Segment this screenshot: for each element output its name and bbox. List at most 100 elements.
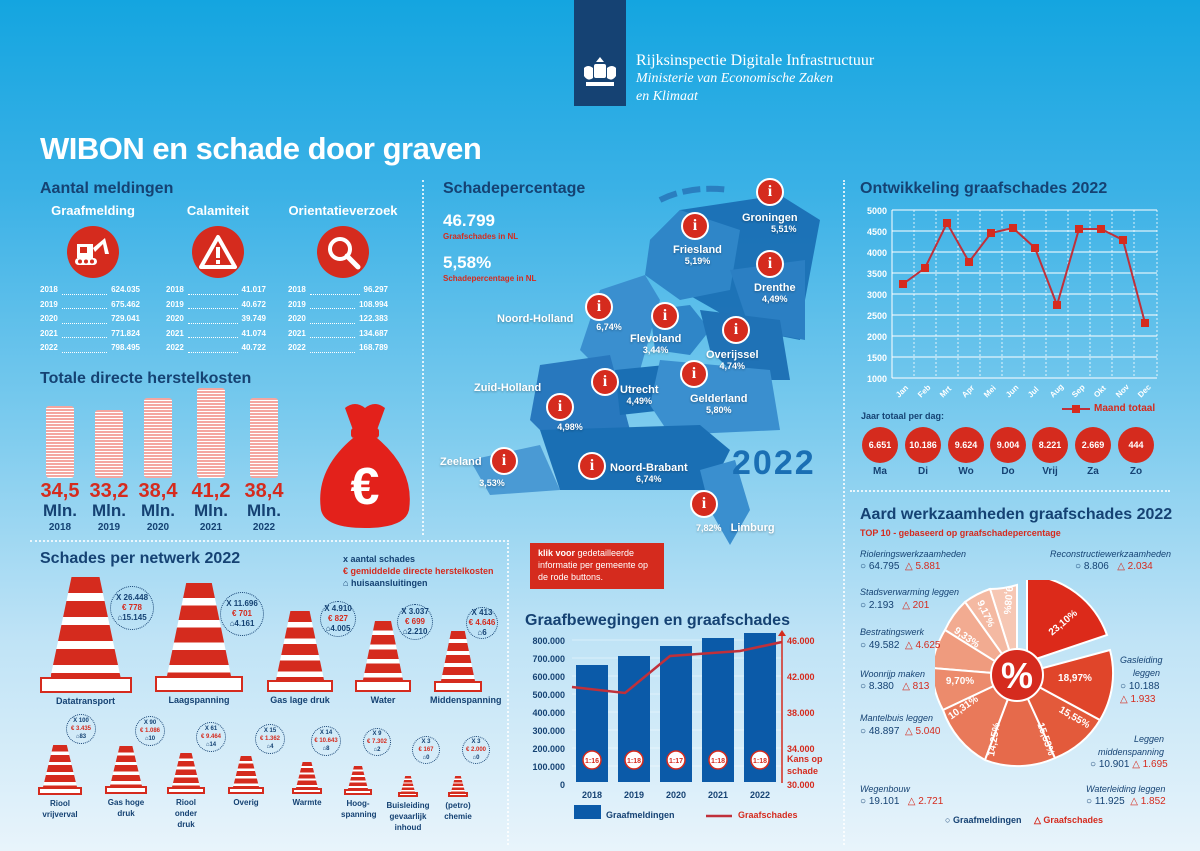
svg-text:2019: 2019 [624,790,644,800]
day-label: Di [918,466,928,477]
aard-item-values: ○ 19.101 △ 2.721 [860,796,944,807]
province-info-button-friesland[interactable]: i [681,212,709,240]
province-info-button-utrecht[interactable]: i [591,368,619,396]
aard-item-label: Rioleringswerkzaamheden [860,549,967,559]
province-friesland: Friesland 5,19% [673,244,722,266]
cone-riool-onder-druk: Riool onder druk [166,753,206,830]
svg-text:Dec: Dec [1136,382,1153,399]
svg-text:Jun: Jun [1004,383,1021,400]
svg-text:Aug: Aug [1048,382,1065,399]
svg-text:1000: 1000 [867,374,887,384]
svg-text:400.000: 400.000 [532,708,565,718]
section-title-schadepercentage: Schadepercentage [443,180,586,197]
svg-text:5000: 5000 [867,206,887,216]
svg-text:Jan: Jan [894,383,910,399]
province-info-button-noord-brabant[interactable]: i [578,452,606,480]
aard-pie-chart: % 23,10% 18,97% 15,55% 15,53% 14,25% 10,… [935,580,1115,768]
svg-text:3000: 3000 [867,290,887,300]
province-flevoland: Flevoland 3,44% [630,333,682,355]
aard-item-label: Woonrijp maken [860,669,926,679]
bubble-riool-vrijverval: X 100 € 3.435 ⌂83 [66,714,96,744]
province-info-button-noord-holland[interactable]: i [585,293,613,321]
province-info-button-flevoland[interactable]: i [651,302,679,330]
svg-text:600.000: 600.000 [532,672,565,682]
province-overijssel: Overijssel 4,74% [706,349,759,371]
section-title-graafbewegingen: Graafbewegingen en graafschades [525,612,790,629]
svg-text:Mei: Mei [982,384,998,400]
province-info-button-overijssel[interactable]: i [722,316,750,344]
svg-text:30.000: 30.000 [787,780,815,790]
schadepercentage-nl-label: Schadepercentage in NL [443,274,537,283]
cone-middenspanning: Middenspanning [430,631,502,706]
svg-text:Okt: Okt [1092,383,1108,399]
aard-item-label: Bestratingswerk [860,627,925,637]
svg-text:%: % [1001,655,1033,696]
day-circle-zo: 444 [1118,427,1154,463]
province-info-button-zeeland[interactable]: i [490,447,518,475]
bubble-gas-hoge-druk: X 90 € 1.086 ⌂10 [135,716,165,746]
svg-text:34.000: 34.000 [787,744,815,754]
day-circle-wo: 9.624 [948,427,984,463]
province-gelderland: Gelderland 5,80% [690,393,748,415]
bubble-laagspanning: X 11.696 € 701 ⌂4.161 [220,592,264,636]
excavator-icon [67,226,119,278]
province-info-button-zuid-holland[interactable]: i [546,393,574,421]
svg-text:18,97%: 18,97% [1058,673,1092,684]
svg-text:Sep: Sep [1070,383,1087,400]
day-label: Zo [1129,466,1143,477]
divider [422,180,424,535]
svg-text:2018: 2018 [582,790,602,800]
org-line-2: Ministerie van Economische Zaken [636,71,834,86]
svg-text:0: 0 [560,780,565,790]
province-info-button-limburg[interactable]: i [690,490,718,518]
cone-buisleiding: Buisleiding gevaarlijk inhoud [386,776,430,833]
day-label: Za [1087,466,1099,477]
svg-text:Jul: Jul [1026,385,1041,400]
coat-of-arms-icon [584,57,616,86]
svg-text:2500: 2500 [867,311,887,321]
coin-stack [250,398,278,478]
logo-block [574,0,626,106]
svg-text:1:18: 1:18 [711,758,725,765]
calamiteit-table: 2018 41.017 2019 40.672 2020 39.749 2021 41.… [166,285,266,353]
aard-item-values: ○ 64.795 △ 5.881 [860,561,941,572]
melding-column-graafmelding: Graafmelding [33,203,153,278]
bubble-overig: X 15 € 1.362 ⌂4 [255,724,285,754]
svg-text:3500: 3500 [867,269,887,279]
cone-petrochemie: (petro) chemie [438,776,478,822]
province-limburg: 7,82% Limburg [696,522,775,534]
search-icon [317,226,369,278]
day-label: Vrij [1042,466,1058,477]
bubble-warmte: X 14 € 10.643 ⌂8 [311,726,341,756]
coin-stack [144,398,172,478]
netherlands-map [470,185,820,545]
ontwikkeling-line-chart: 5000 4500 4000 3500 3000 2500 2000 1500 1000 J… [867,206,1158,400]
province-info-button-drenthe[interactable]: i [756,250,784,278]
netwerk-legend: x aantal schades € gemiddelde directe he… [343,554,494,588]
column-label: Calamiteit [186,203,250,218]
province-noord-holland: Noord-Holland 6,74% [497,313,622,332]
svg-text:42.000: 42.000 [787,672,815,682]
circle-icon: ○ [945,815,951,825]
cone-riool-vrijverval: Riool vrijverval [36,745,84,820]
svg-text:1500: 1500 [867,353,887,363]
aard-item-values: ○ 8.806 △ 2.034 [1075,561,1153,572]
province-info-button-groningen[interactable]: i [756,178,784,206]
cone-water: Water [354,621,412,706]
svg-text:4000: 4000 [867,248,887,258]
section-title-herstelkosten: Totale directe herstelkosten [40,370,252,387]
cone-warmte: Warmte [290,762,324,808]
province-zeeland: Zeeland 3,53% [440,456,505,488]
divider [843,180,845,845]
aard-item-label: Stadsverwarming leggen [860,587,960,597]
bubble-middenspanning: X 413 € 4.646 ⌂6 [466,607,498,639]
info-note: klik voor gedetailleerde informatie per … [530,543,664,589]
province-info-button-gelderland[interactable]: i [680,360,708,388]
day-circle-ma: 6.651 [862,427,898,463]
svg-text:€: € [351,458,380,516]
cone-hoogspanning: Hoog- spanning [341,766,377,820]
warning-icon [192,226,244,278]
svg-text:9,70%: 9,70% [946,676,974,687]
orientatieverzoek-table: 2018 96.297 2019 108.994 2020 122.383 2021 1… [288,285,388,353]
page-title: WIBON en schade door graven [40,131,482,166]
